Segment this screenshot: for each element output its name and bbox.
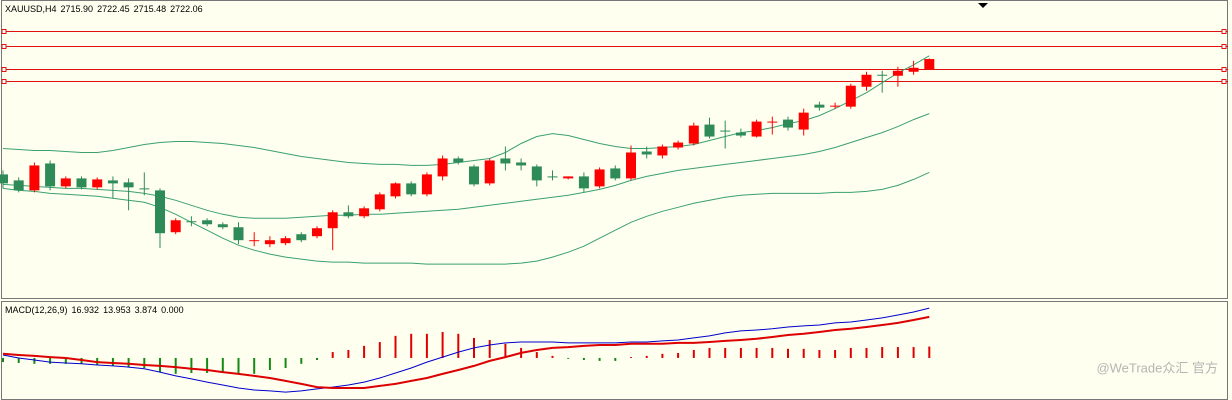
symbol: XAUUSD,H4	[5, 4, 57, 14]
candle-body	[202, 220, 213, 225]
candle-body	[107, 180, 118, 184]
candle-body	[814, 104, 825, 108]
candle-body	[861, 74, 872, 87]
readout-value: 13.953	[103, 305, 131, 315]
candle-body	[500, 158, 511, 164]
candle-body	[673, 142, 684, 148]
readout-value: 2722.45	[97, 4, 130, 14]
readout-value: 2715.90	[61, 4, 94, 14]
level-handle	[1, 67, 7, 72]
candle-body	[343, 212, 354, 217]
candle-body	[657, 146, 668, 156]
candle-body	[908, 67, 919, 72]
candle-body	[767, 121, 778, 123]
price-panel-frame	[1, 0, 1228, 299]
shift-marker	[978, 3, 988, 8]
candle-body	[547, 176, 558, 178]
candle-body	[390, 183, 401, 197]
readout-value: 2722.06	[170, 4, 203, 14]
candle-body	[217, 224, 228, 228]
candle-body	[924, 59, 935, 70]
candle-body	[453, 158, 464, 163]
candle-body	[312, 228, 322, 237]
candle-body	[626, 152, 636, 179]
candle-body	[359, 208, 370, 217]
candle-body	[845, 85, 856, 107]
candle-body	[155, 190, 165, 234]
candle-body	[563, 176, 574, 179]
level-handle	[1221, 44, 1227, 49]
candle-body	[484, 160, 495, 184]
candle-body	[327, 212, 338, 229]
indicator-line	[2, 315, 930, 389]
candle-body	[783, 119, 793, 128]
level-handle	[1, 44, 7, 49]
candle-body	[123, 182, 134, 188]
candle-body	[594, 169, 605, 187]
candle-body	[877, 74, 888, 76]
candle-body	[751, 121, 762, 137]
candle-body	[641, 151, 652, 155]
macd-title: MACD(12,26,9)	[5, 305, 68, 315]
candle-body	[704, 124, 715, 137]
readout-value: 16.932	[72, 305, 100, 315]
candle-body	[374, 194, 385, 210]
candle-body	[421, 174, 432, 195]
candle-body	[798, 112, 809, 130]
candle-body	[735, 132, 746, 136]
candle-body	[76, 178, 87, 188]
candle-body	[170, 220, 181, 233]
price-header: XAUUSD,H4 2715.90 2722.45 2715.48 2722.06	[5, 4, 203, 14]
candle-body	[892, 70, 903, 76]
candle-body	[437, 158, 448, 177]
candle-body	[233, 227, 244, 241]
candle-body	[13, 180, 24, 191]
candle-body	[720, 130, 731, 132]
candle-body	[264, 240, 275, 245]
candle-body	[406, 183, 417, 195]
level-handle	[1221, 79, 1227, 84]
candle-body	[610, 168, 621, 179]
indicator-line	[2, 55, 930, 166]
candle-body	[280, 238, 291, 244]
candle-body	[296, 234, 307, 241]
candle-body	[0, 174, 8, 184]
candle-body	[469, 166, 479, 185]
candle-body	[186, 221, 197, 223]
readout-value: 3.874	[135, 305, 158, 315]
candle-body	[249, 240, 260, 242]
candle-body	[139, 188, 150, 190]
candle-body	[516, 162, 527, 166]
level-handle	[1, 29, 7, 34]
watermark: @WeTrade众汇 官方	[1096, 360, 1218, 375]
indicator-line	[2, 307, 930, 393]
readout-value: 2715.48	[134, 4, 167, 14]
candle-body	[688, 125, 699, 144]
level-handle	[1221, 67, 1227, 72]
candle-body	[29, 165, 40, 191]
candle-body	[60, 178, 71, 187]
candle-body	[45, 163, 56, 187]
candle-body	[830, 105, 841, 107]
level-handle	[1, 79, 7, 84]
macd-header: MACD(12,26,9) 16.932 13.953 3.874 0.000	[5, 305, 184, 315]
readout-value: 0.000	[161, 305, 184, 315]
candle-body	[578, 176, 589, 189]
candle-body	[92, 179, 103, 188]
level-handle	[1221, 29, 1227, 34]
candle-body	[531, 166, 542, 181]
